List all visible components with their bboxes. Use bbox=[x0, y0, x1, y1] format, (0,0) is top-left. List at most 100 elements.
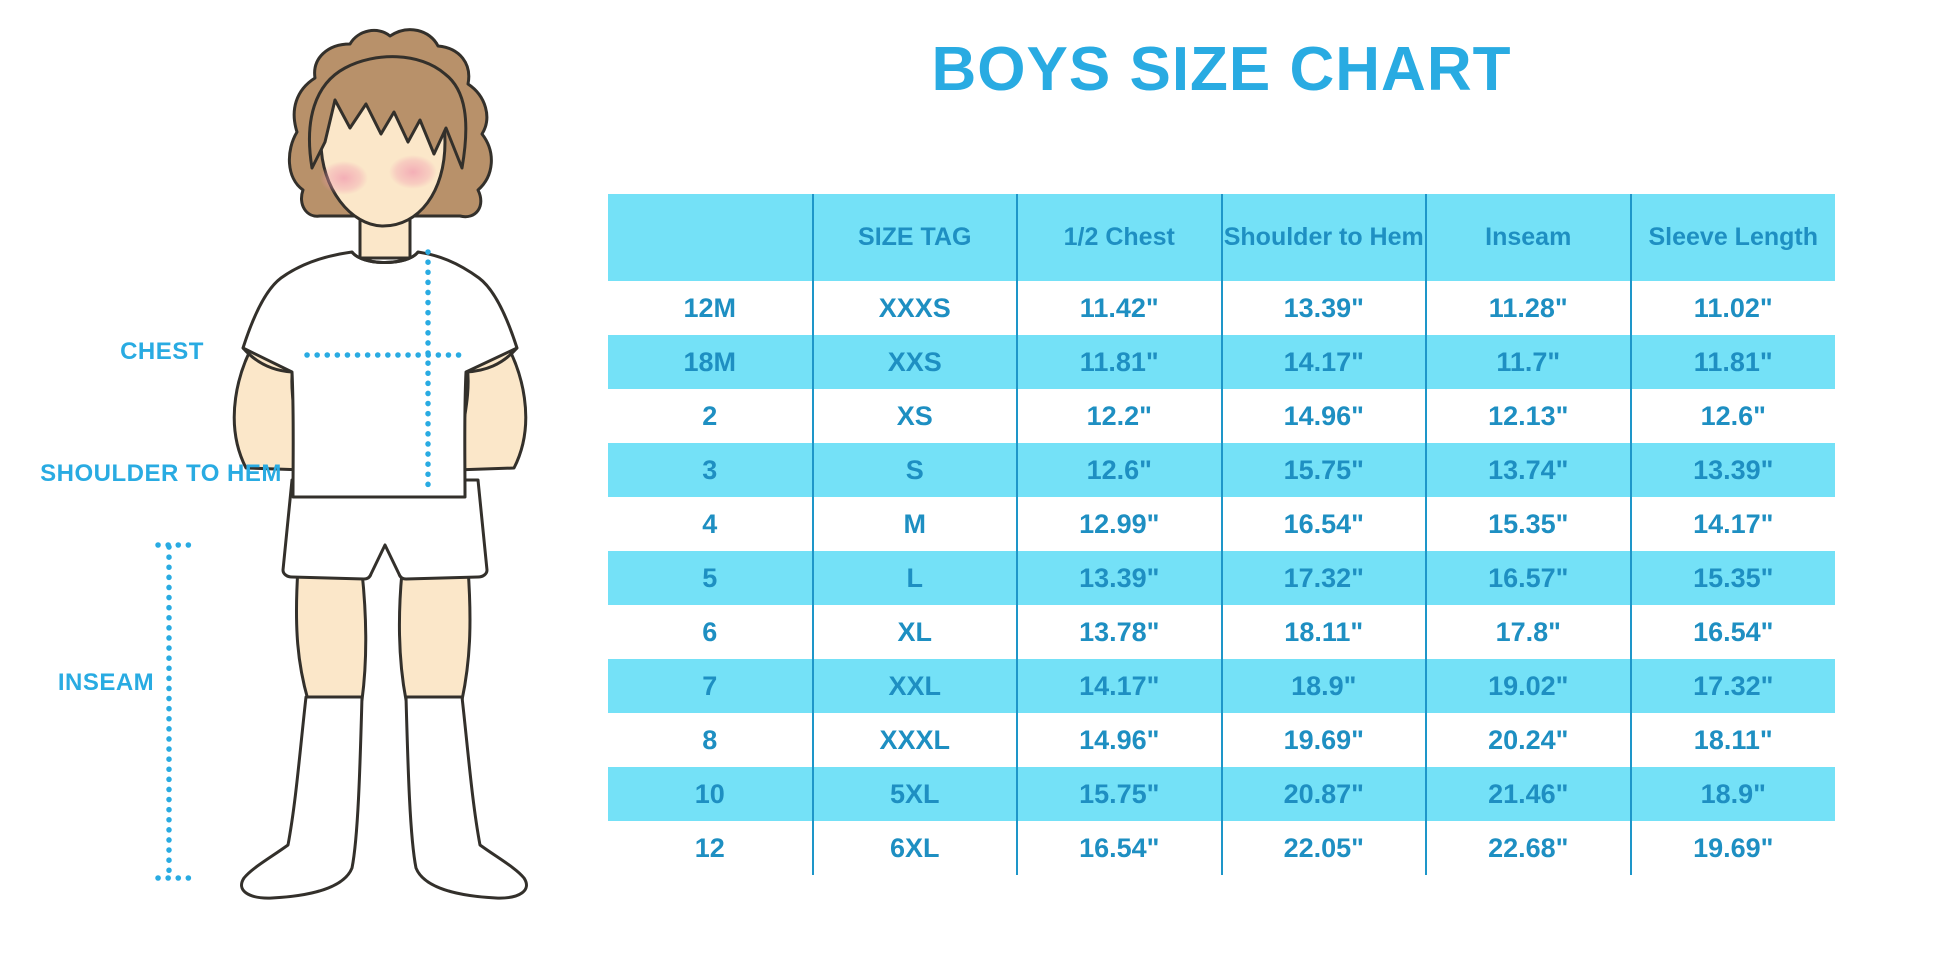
cell-size: 6 bbox=[608, 605, 813, 659]
cell-shoulder-to-hem: 14.17" bbox=[1220, 335, 1426, 389]
cell-half-chest: 14.17" bbox=[1016, 659, 1222, 713]
cell-sleeve-length: 18.9" bbox=[1629, 767, 1835, 821]
cell-sleeve-length: 13.39" bbox=[1629, 443, 1835, 497]
header-inseam: Inseam bbox=[1425, 194, 1631, 281]
boy-right-blush bbox=[389, 155, 437, 189]
cell-shoulder-to-hem: 16.54" bbox=[1220, 497, 1426, 551]
size-table-body: 12M XXXS 11.42" 13.39" 11.28" 11.02" 18M XXS 11.… bbox=[608, 281, 1835, 875]
cell-half-chest: 11.42" bbox=[1016, 281, 1222, 335]
table-row: 8 XXXL 14.96" 19.69" 20.24" 18.11" bbox=[608, 713, 1835, 767]
cell-inseam: 21.46" bbox=[1425, 767, 1631, 821]
table-row: 7 XXL 14.17" 18.9" 19.02" 17.32" bbox=[608, 659, 1835, 713]
inseam-label: INSEAM bbox=[57, 669, 155, 696]
cell-sleeve-length: 19.69" bbox=[1629, 821, 1835, 875]
cell-tag: XXXL bbox=[811, 713, 1017, 767]
cell-half-chest: 14.96" bbox=[1016, 713, 1222, 767]
table-row: 3 S 12.6" 15.75" 13.74" 13.39" bbox=[608, 443, 1835, 497]
cell-tag: S bbox=[811, 443, 1017, 497]
cell-sleeve-length: 12.6" bbox=[1629, 389, 1835, 443]
cell-tag: XXXS bbox=[811, 281, 1017, 335]
boy-left-sock bbox=[240, 695, 364, 900]
header-size bbox=[608, 194, 813, 281]
cell-half-chest: 16.54" bbox=[1016, 821, 1222, 875]
boy-left-leg bbox=[294, 566, 368, 702]
header-half-chest: 1/2 Chest bbox=[1016, 194, 1222, 281]
cell-half-chest: 13.39" bbox=[1016, 551, 1222, 605]
table-row: 4 M 12.99" 16.54" 15.35" 14.17" bbox=[608, 497, 1835, 551]
cell-inseam: 19.02" bbox=[1425, 659, 1631, 713]
size-table: SIZE TAG 1/2 Chest Shoulder to Hem Insea… bbox=[608, 194, 1835, 875]
cell-shoulder-to-hem: 19.69" bbox=[1220, 713, 1426, 767]
boy-shirt-collar bbox=[350, 250, 420, 264]
cell-inseam: 16.57" bbox=[1425, 551, 1631, 605]
cell-size: 7 bbox=[608, 659, 813, 713]
cell-size: 8 bbox=[608, 713, 813, 767]
cell-size: 5 bbox=[608, 551, 813, 605]
table-row: 5 L 13.39" 17.32" 16.57" 15.35" bbox=[608, 551, 1835, 605]
cell-sleeve-length: 11.02" bbox=[1629, 281, 1835, 335]
table-row: 12 6XL 16.54" 22.05" 22.68" 19.69" bbox=[608, 821, 1835, 875]
cell-half-chest: 11.81" bbox=[1016, 335, 1222, 389]
cell-shoulder-to-hem: 13.39" bbox=[1220, 281, 1426, 335]
header-shoulder-to-hem: Shoulder to Hem bbox=[1220, 194, 1426, 281]
cell-tag: XL bbox=[811, 605, 1017, 659]
boy-shorts bbox=[281, 478, 489, 581]
cell-tag: 5XL bbox=[811, 767, 1017, 821]
cell-sleeve-length: 16.54" bbox=[1629, 605, 1835, 659]
boy-shirt-left-sleeve-line bbox=[241, 347, 293, 374]
cell-shoulder-to-hem: 18.9" bbox=[1220, 659, 1426, 713]
cell-tag: 6XL bbox=[811, 821, 1017, 875]
boy-right-sock bbox=[404, 695, 528, 900]
cell-shoulder-to-hem: 18.11" bbox=[1220, 605, 1426, 659]
boy-shirt bbox=[241, 250, 519, 499]
boy-left-blush bbox=[320, 161, 368, 195]
page-title: BOYS SIZE CHART bbox=[931, 35, 1512, 104]
table-row: 6 XL 13.78" 18.11" 17.8" 16.54" bbox=[608, 605, 1835, 659]
table-row: 2 XS 12.2" 14.96" 12.13" 12.6" bbox=[608, 389, 1835, 443]
cell-inseam: 11.28" bbox=[1425, 281, 1631, 335]
cell-size: 4 bbox=[608, 497, 813, 551]
table-row: 12M XXXS 11.42" 13.39" 11.28" 11.02" bbox=[608, 281, 1835, 335]
cell-tag: XXL bbox=[811, 659, 1017, 713]
header-row: SIZE TAG 1/2 Chest Shoulder to Hem Insea… bbox=[608, 194, 1835, 281]
cell-size: 12 bbox=[608, 821, 813, 875]
boy-hair-fringe bbox=[308, 55, 468, 170]
chest-label: CHEST bbox=[120, 338, 204, 365]
cell-shoulder-to-hem: 14.96" bbox=[1220, 389, 1426, 443]
header-sleeve-length: Sleeve Length bbox=[1629, 194, 1835, 281]
cell-sleeve-length: 14.17" bbox=[1629, 497, 1835, 551]
header-size-tag: SIZE TAG bbox=[811, 194, 1017, 281]
cell-inseam: 11.7" bbox=[1425, 335, 1631, 389]
cell-tag: XS bbox=[811, 389, 1017, 443]
cell-tag: XXS bbox=[811, 335, 1017, 389]
cell-sleeve-length: 11.81" bbox=[1629, 335, 1835, 389]
cell-inseam: 22.68" bbox=[1425, 821, 1631, 875]
cell-inseam: 17.8" bbox=[1425, 605, 1631, 659]
cell-half-chest: 12.99" bbox=[1016, 497, 1222, 551]
cell-size: 12M bbox=[608, 281, 813, 335]
cell-sleeve-length: 17.32" bbox=[1629, 659, 1835, 713]
cell-inseam: 13.74" bbox=[1425, 443, 1631, 497]
cell-tag: M bbox=[811, 497, 1017, 551]
cell-inseam: 20.24" bbox=[1425, 713, 1631, 767]
table-row: 10 5XL 15.75" 20.87" 21.46" 18.9" bbox=[608, 767, 1835, 821]
size-table-header: SIZE TAG 1/2 Chest Shoulder to Hem Insea… bbox=[608, 194, 1835, 281]
boy-right-leg bbox=[397, 566, 472, 702]
boy-illustration bbox=[155, 28, 528, 900]
cell-shoulder-to-hem: 17.32" bbox=[1220, 551, 1426, 605]
cell-tag: L bbox=[811, 551, 1017, 605]
cell-size: 3 bbox=[608, 443, 813, 497]
cell-half-chest: 15.75" bbox=[1016, 767, 1222, 821]
cell-shoulder-to-hem: 20.87" bbox=[1220, 767, 1426, 821]
cell-sleeve-length: 18.11" bbox=[1629, 713, 1835, 767]
cell-sleeve-length: 15.35" bbox=[1629, 551, 1835, 605]
cell-size: 18M bbox=[608, 335, 813, 389]
cell-size: 2 bbox=[608, 389, 813, 443]
shoulder-to-hem-label: SHOULDER TO HEM bbox=[40, 460, 282, 487]
cell-shoulder-to-hem: 15.75" bbox=[1220, 443, 1426, 497]
cell-size: 10 bbox=[608, 767, 813, 821]
boy-shirt-right-sleeve-line bbox=[465, 347, 519, 374]
cell-half-chest: 12.2" bbox=[1016, 389, 1222, 443]
cell-half-chest: 12.6" bbox=[1016, 443, 1222, 497]
